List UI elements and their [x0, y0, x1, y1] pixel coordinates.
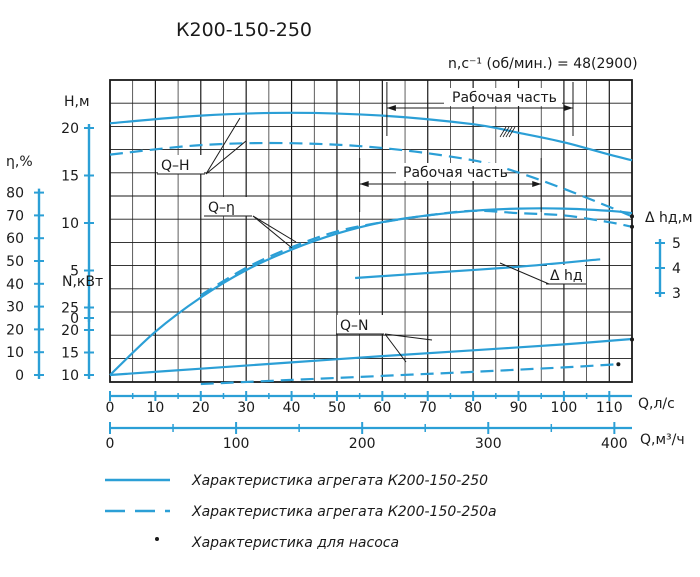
x-axis-tick-label: 30 — [237, 400, 255, 416]
speed-label: n,с⁻¹ (об/мин.) = 48(2900) — [448, 56, 638, 72]
grid — [109, 79, 633, 383]
x-axis-tick-label: 40 — [283, 400, 301, 416]
working-zone-lower-arrow-left — [359, 181, 369, 187]
N-axis-tick-label: 20 — [61, 323, 79, 339]
N-axis-label: N,кВт — [62, 274, 103, 290]
x-axis-tick-label: 80 — [464, 400, 482, 416]
hatch-mark — [508, 126, 516, 138]
curve-labels: Рабочая часть Рабочая часть Q–H Q–η Q–N Δ hд — [157, 82, 586, 363]
working-zone-upper-arrow-right — [563, 105, 573, 111]
label-Qeta-bg — [205, 197, 251, 216]
label-dh: Δ hд — [550, 268, 583, 284]
label-QN-leader — [384, 333, 433, 341]
label-Qeta-leader — [252, 215, 297, 243]
label-QH-leader — [205, 117, 241, 175]
x2-axis-tick-label: 0 — [106, 436, 115, 452]
eta-axis-tick-label: 20 — [6, 322, 24, 338]
label-dh-leader — [499, 262, 550, 285]
working-zone-upper-arrow-left — [386, 105, 396, 111]
series-H_main — [109, 111, 633, 162]
label-QN-leader — [384, 333, 407, 363]
working-zone-upper-label: Рабочая часть — [452, 90, 557, 106]
hatch-mark — [499, 126, 507, 138]
x-axis-tick-label: 0 — [106, 400, 115, 416]
pump-point — [630, 214, 634, 219]
legend-text: Характеристика для насоса — [191, 535, 399, 551]
hatch-mark — [502, 126, 510, 138]
series-dh — [355, 258, 601, 280]
plot-frame — [109, 79, 633, 383]
eta-axis-label: η,% — [6, 154, 33, 170]
label-QH-bg — [158, 155, 204, 174]
axes: 0 10 20 30 40 50 60 70 80 90 100 110 Q,л/с0 100 200 300… — [6, 94, 693, 452]
x2-axis-tick-label: 100 — [223, 436, 250, 452]
dh-axis-tick-label: 3 — [672, 286, 681, 302]
N-axis-tick-label: 10 — [61, 368, 79, 384]
working-zone-lower-bg — [396, 163, 504, 181]
legend-dot-marker — [155, 537, 159, 541]
label-QN-bg — [337, 315, 383, 334]
N-axis-tick-label: 15 — [61, 346, 79, 362]
legend-text: Характеристика агрегата К200-150-250 — [191, 473, 488, 489]
legend-text: Характеристика агрегата К200-150-250а — [191, 504, 497, 520]
pump-point — [630, 224, 634, 229]
H-axis-tick-label: 15 — [61, 169, 79, 185]
label-Qeta-leader — [252, 215, 293, 249]
x-axis-tick-label: 50 — [328, 400, 346, 416]
series-N_main — [109, 337, 633, 377]
eta-axis-tick-label: 60 — [6, 231, 24, 247]
dh-axis-tick-label: 4 — [672, 261, 681, 277]
N-axis-tick-label: 25 — [61, 301, 79, 317]
eta-axis-tick-label: 10 — [6, 345, 24, 361]
H-axis-tick-label: 5 — [70, 264, 79, 280]
working-zone-upper-bg — [444, 88, 562, 106]
hatch-mark — [505, 126, 513, 138]
eta-axis-tick-label: 30 — [6, 300, 24, 316]
series-H_a — [109, 141, 633, 218]
series-eta_a — [200, 209, 633, 297]
dh-axis-label: Δ hд,м — [645, 210, 693, 226]
eta-axis-tick-label: 50 — [6, 254, 24, 270]
x2-axis-label: Q,м³/ч — [640, 432, 685, 448]
x2-axis-tick-label: 200 — [349, 436, 376, 452]
working-zone-lower-label: Рабочая часть — [403, 165, 508, 181]
eta-axis-tick-label: 80 — [6, 186, 24, 202]
series-eta_main — [109, 207, 633, 376]
H-axis-tick-label: 0 — [70, 311, 79, 327]
x-axis-tick-label: 90 — [510, 400, 528, 416]
pump-point — [630, 337, 634, 342]
x-axis-tick-label: 110 — [596, 400, 623, 416]
x-axis-tick-label: 10 — [146, 400, 164, 416]
x-axis-tick-label: 20 — [192, 400, 210, 416]
legend: Характеристика агрегата К200-150-250 Хара… — [105, 473, 497, 551]
eta-axis-tick-label: 0 — [15, 368, 24, 384]
label-QH: Q–H — [161, 158, 190, 174]
x-axis-tick-label: 100 — [551, 400, 578, 416]
x2-axis-tick-label: 300 — [475, 436, 502, 452]
H-axis-tick-label: 10 — [61, 216, 79, 232]
working-zone-lower-arrow-right — [532, 181, 542, 187]
x-axis-tick-label: 70 — [419, 400, 437, 416]
series-N_a — [200, 363, 619, 386]
H-axis-label: Н,м — [64, 94, 90, 110]
label-QH-leader — [205, 140, 247, 175]
label-Qeta: Q–η — [208, 200, 235, 216]
label-dh-bg — [547, 265, 585, 284]
x-axis-label: Q,л/с — [638, 396, 675, 412]
x2-axis-tick-label: 400 — [601, 436, 628, 452]
eta-axis-tick-label: 40 — [6, 277, 24, 293]
label-QN: Q–N — [340, 318, 369, 334]
chart-title: К200-150-250 — [176, 19, 312, 41]
H-axis-tick-label: 20 — [61, 121, 79, 137]
x-axis-tick-label: 60 — [373, 400, 391, 416]
dh-axis-tick-label: 5 — [672, 236, 681, 252]
curves — [109, 111, 634, 386]
eta-axis-tick-label: 70 — [6, 208, 24, 224]
pump-point — [616, 362, 621, 367]
